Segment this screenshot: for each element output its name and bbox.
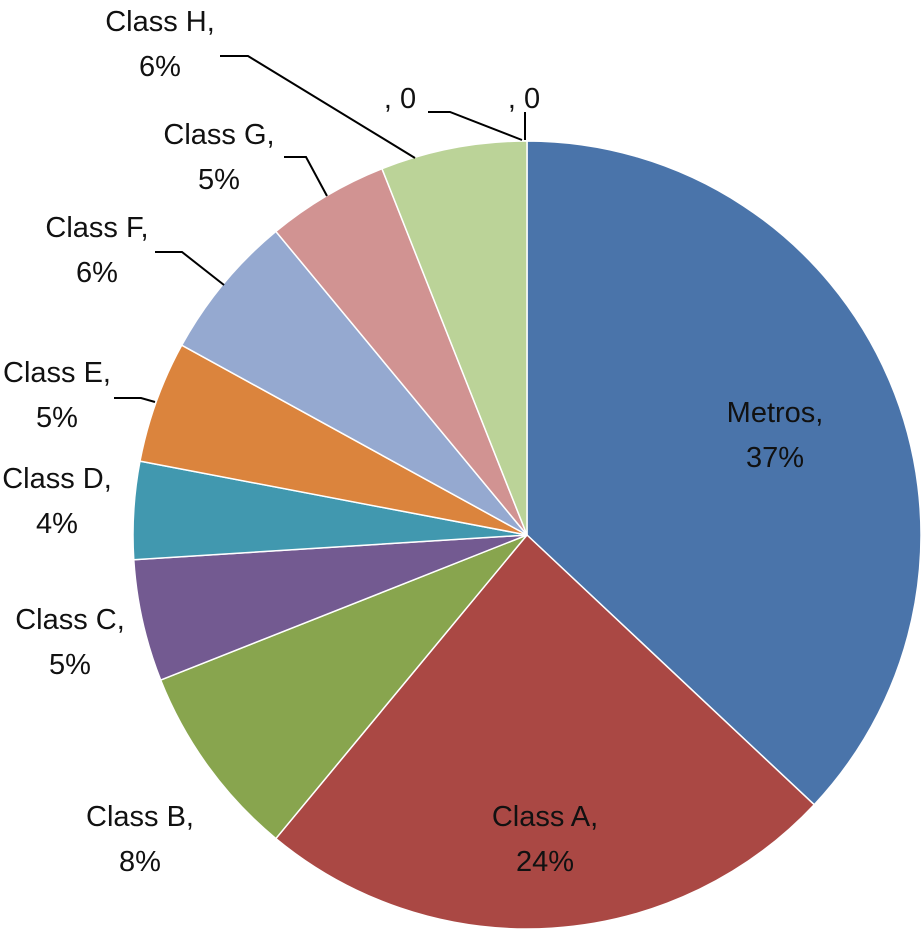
label-class-b: Class B, 8%: [86, 801, 194, 878]
label-class-f-name: Class F,: [45, 212, 148, 244]
label-class-h: Class H, 6%: [105, 6, 215, 83]
label-class-g-value: 5%: [198, 164, 240, 196]
label-zero-2: , 0: [508, 83, 540, 115]
leader-lines: [114, 55, 526, 403]
label-class-f: Class F, 6%: [45, 212, 148, 289]
label-class-e-name: Class E,: [3, 357, 111, 389]
pie-slice-metros: [526, 140, 921, 806]
label-metros-value: 37%: [746, 442, 804, 474]
leader-line-class-f: [155, 251, 225, 286]
label-class-d-value: 4%: [36, 508, 78, 540]
label-class-c: Class C, 5%: [15, 604, 125, 681]
pie-slice-class-a: [274, 533, 816, 929]
label-class-d: Class D, 4%: [2, 463, 112, 540]
label-class-f-value: 6%: [76, 257, 118, 289]
label-class-e: Class E, 5%: [3, 357, 111, 434]
label-class-a-value: 24%: [516, 846, 574, 878]
label-class-g: Class G, 5%: [163, 119, 274, 196]
pie-slice-class-b: [159, 534, 528, 840]
label-metros-name: Metros,: [727, 397, 824, 429]
label-class-b-value: 8%: [119, 846, 161, 878]
label-class-d-name: Class D,: [2, 463, 112, 495]
label-metros: Metros, 37%: [727, 397, 824, 474]
label-class-e-value: 5%: [36, 402, 78, 434]
leader-line-zero-1: [428, 111, 523, 141]
leader-line-class-e: [114, 397, 156, 403]
label-class-a: Class A, 24%: [492, 801, 598, 878]
label-class-c-name: Class C,: [15, 604, 125, 636]
label-class-b-name: Class B,: [86, 801, 194, 833]
leader-line-class-g: [284, 156, 328, 197]
leader-line-class-h: [220, 55, 416, 159]
label-zero-1: , 0: [384, 83, 416, 115]
pie-slice-class-h: [380, 140, 528, 536]
label-class-h-value: 6%: [139, 51, 181, 83]
label-class-a-name: Class A,: [492, 801, 598, 833]
pie-slices: [132, 140, 921, 929]
label-class-h-name: Class H,: [105, 6, 215, 38]
slice-labels: Metros, 37% Class A, 24% Class B, 8% Class …: [2, 6, 823, 878]
label-class-g-name: Class G,: [163, 119, 274, 151]
label-class-c-value: 5%: [49, 649, 91, 681]
